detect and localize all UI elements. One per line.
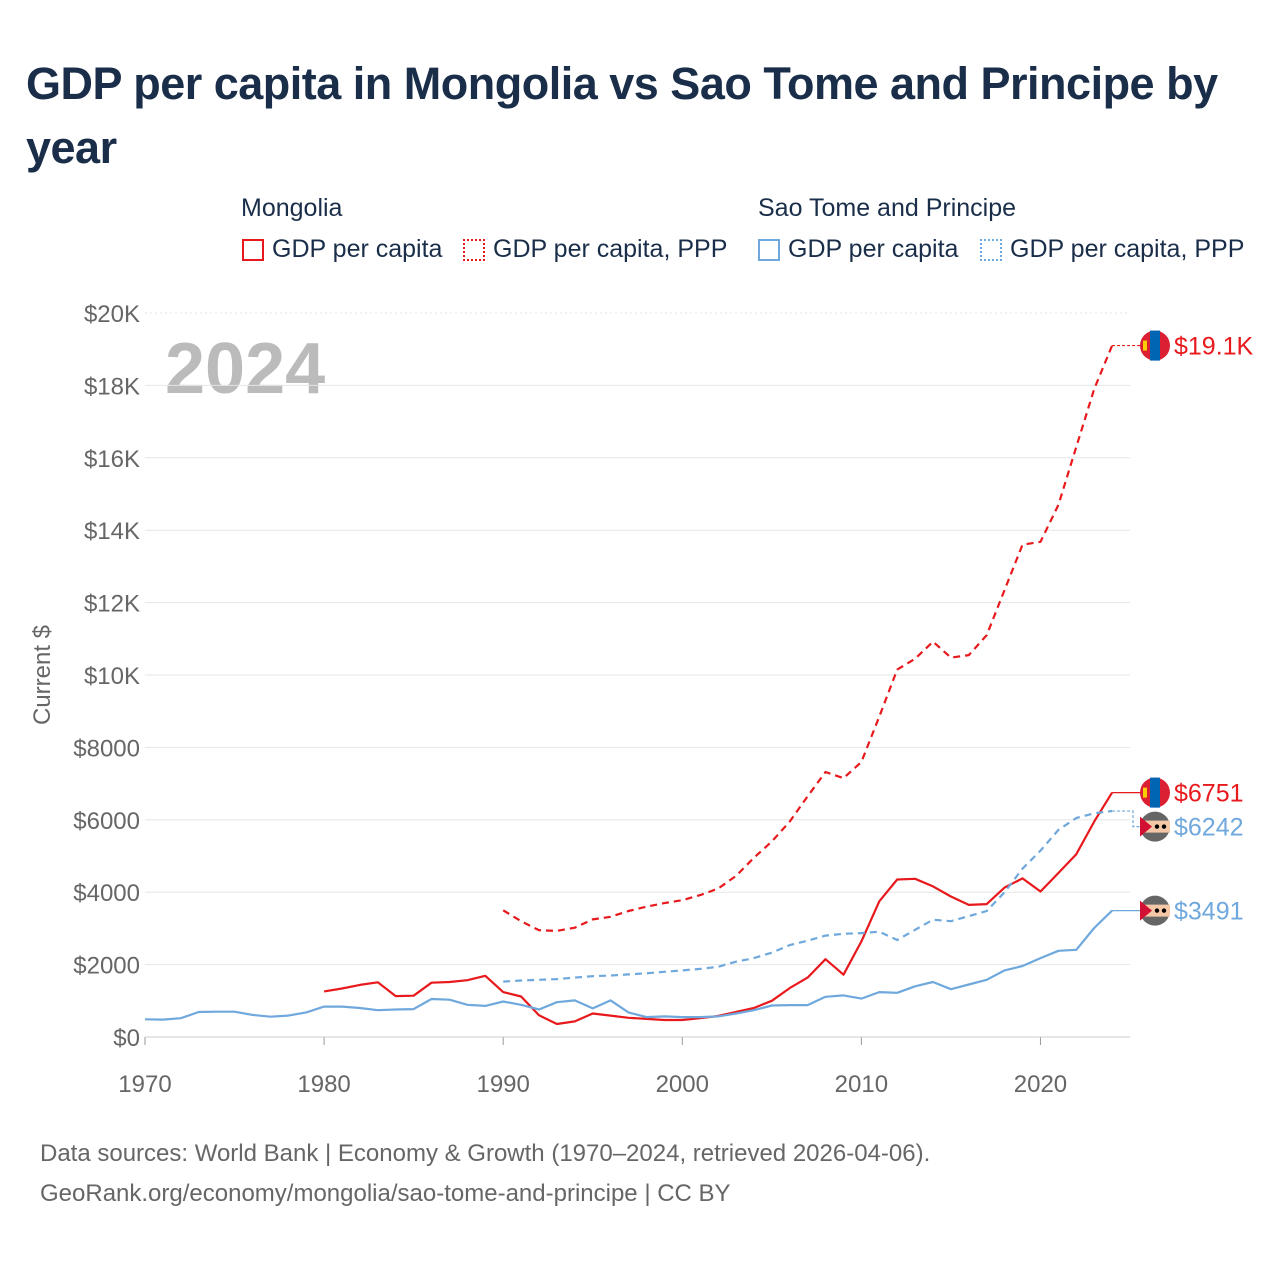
- y-tick-label: $16K: [84, 446, 140, 473]
- legend-country-sao-tome: Sao Tome and Principe: [758, 194, 1017, 222]
- y-tick-label: $8000: [73, 735, 140, 762]
- end-value-label: $6751: [1174, 780, 1244, 808]
- x-tick-label: 2000: [656, 1071, 709, 1098]
- end-connector: [1112, 810, 1141, 828]
- footer-sources: Data sources: World Bank | Economy & Gro…: [40, 1140, 931, 1167]
- legend-item-mongolia-gdp-ppp[interactable]: GDP per capita, PPP: [463, 235, 727, 264]
- y-tick-label: $18K: [84, 373, 140, 400]
- line-chart: 2024 $0 $2000 $4000 $6000 $8000 $10K $12K $14K $1…: [29, 301, 1254, 1098]
- legend-swatch-dotted: [980, 238, 1002, 261]
- legend-item-label: GDP per capita, PPP: [493, 235, 728, 263]
- y-tick-label: $20K: [84, 301, 140, 328]
- legend-swatch-solid: [758, 238, 780, 261]
- x-tick-label: 2020: [1014, 1071, 1067, 1098]
- chart-title: GDP per capita in Mongolia vs Sao Tome a…: [26, 58, 1218, 173]
- y-tick-label: $10K: [84, 663, 140, 690]
- y-tick-label: $0: [113, 1025, 140, 1052]
- x-tick-label: 2010: [835, 1071, 888, 1098]
- footer-attribution[interactable]: GeoRank.org/economy/mongolia/sao-tome-an…: [40, 1180, 731, 1207]
- y-tick-label: $2000: [73, 953, 140, 980]
- y-tick-label: $6000: [73, 808, 140, 835]
- flag-star-icon: [1154, 908, 1160, 913]
- flag-mongolia-soyombo: [1143, 787, 1147, 798]
- legend-swatch-solid: [242, 238, 264, 261]
- flag-sao-tome-triangle: [1140, 816, 1152, 837]
- y-tick-label: $14K: [84, 518, 140, 545]
- end-value-label: $3491: [1174, 898, 1244, 926]
- series-line-1: [323, 792, 1114, 1026]
- flag-mongolia-stripe: [1150, 330, 1160, 361]
- series-line-2: [503, 809, 1113, 983]
- legend-item-sao-tome-gdp[interactable]: GDP per capita: [758, 235, 958, 264]
- x-tick-label: 1970: [118, 1071, 171, 1098]
- y-axis-label: Current $: [29, 625, 56, 725]
- legend-item-mongolia-gdp[interactable]: GDP per capita: [242, 235, 442, 264]
- end-value-label: $6242: [1174, 814, 1244, 842]
- flag-mongolia-stripe: [1150, 777, 1160, 808]
- y-tick-label: $4000: [73, 880, 140, 907]
- legend-item-label: GDP per capita: [788, 235, 959, 263]
- flag-star-icon: [1161, 908, 1167, 913]
- flag-mongolia-soyombo: [1143, 340, 1147, 351]
- legend-item-label: GDP per capita, PPP: [1010, 235, 1245, 263]
- x-tick-label: 1980: [297, 1071, 350, 1098]
- year-watermark: 2024: [165, 329, 325, 409]
- y-tick-label: $12K: [84, 591, 140, 618]
- flag-star-icon: [1154, 824, 1160, 829]
- x-tick-label: 1990: [476, 1071, 529, 1098]
- series-line-0: [502, 345, 1114, 933]
- end-value-label: $19.1K: [1174, 333, 1254, 361]
- legend-swatch-dotted: [463, 238, 485, 261]
- flag-star-icon: [1161, 824, 1167, 829]
- series-line-3: [144, 909, 1113, 1021]
- flag-sao-tome-triangle: [1140, 900, 1152, 921]
- legend-country-mongolia: Mongolia: [241, 194, 343, 222]
- legend-item-label: GDP per capita: [272, 235, 443, 263]
- legend-item-sao-tome-gdp-ppp[interactable]: GDP per capita, PPP: [980, 235, 1244, 264]
